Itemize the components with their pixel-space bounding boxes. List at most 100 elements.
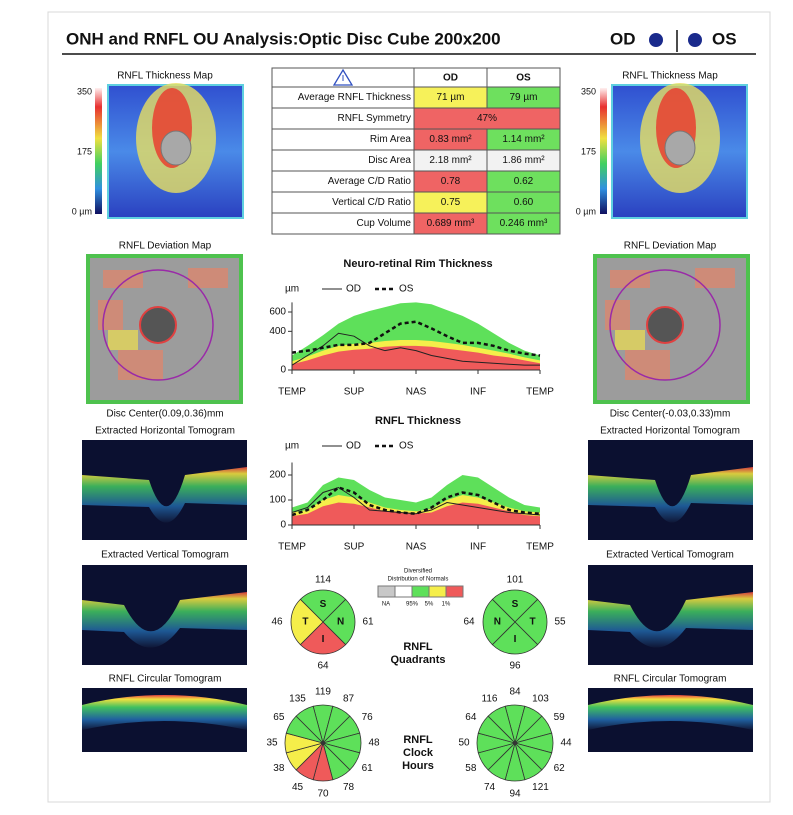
legend-label: 95% [406, 602, 419, 608]
cell-value: 1.14 mm² [502, 134, 545, 145]
scale-label: 0 µm [576, 206, 596, 216]
x-tick-label: NAS [406, 542, 427, 553]
scale-label: 350 [77, 86, 92, 96]
clock-value: 135 [289, 693, 306, 704]
cell-value: 0.60 [514, 197, 534, 208]
clock-center [321, 741, 325, 745]
y-tick-label: 400 [269, 326, 286, 337]
clock-value: 76 [362, 712, 374, 723]
quadrant-letter: N [494, 617, 501, 628]
disc-center: Disc Center(-0.03,0.33)mm [610, 409, 731, 420]
clock-value: 116 [482, 693, 498, 704]
quadrant-letter: T [530, 617, 536, 628]
clock-value: 59 [554, 712, 566, 723]
report: ONH and RNFL OU Analysis:Optic Disc Cube… [0, 0, 793, 815]
clock-value: 50 [458, 738, 470, 749]
clock-title: Clock [403, 747, 434, 759]
x-tick-label: SUP [344, 542, 365, 553]
deviation-patch [605, 300, 630, 330]
clock-value: 44 [560, 738, 572, 749]
x-tick-label: INF [470, 542, 486, 553]
row-label: RNFL Symmetry [337, 113, 411, 124]
clock-value: 38 [273, 763, 285, 774]
cell-value: 71 µm [437, 92, 465, 103]
legend-box [429, 586, 446, 597]
row-label: Rim Area [370, 134, 412, 145]
clock-value: 45 [292, 782, 304, 793]
scale-label: 350 [581, 86, 596, 96]
cell-value: 2.18 mm² [429, 155, 472, 166]
clock-value: 61 [362, 763, 374, 774]
legend-label: OD [346, 284, 361, 295]
tomogram-title: Extracted Vertical Tomogram [606, 550, 734, 561]
legend-title: Diversified [404, 569, 432, 575]
quadrant-value: 46 [271, 617, 283, 628]
clock-value: 78 [343, 782, 355, 793]
quadrant-letter: T [302, 617, 308, 628]
deviation-patch [188, 268, 228, 288]
clock-value: 58 [465, 763, 477, 774]
cell-value: 0.689 mm³ [427, 218, 475, 229]
legend-label: 5% [425, 602, 434, 608]
clock-value: 70 [317, 789, 329, 800]
map-title: RNFL Thickness Map [117, 71, 213, 82]
quadrant-title: RNFL [403, 641, 433, 653]
x-tick-label: SUP [344, 387, 365, 398]
chart-title: RNFL Thickness [375, 415, 461, 427]
clock-value: 87 [343, 693, 355, 704]
x-tick-label: TEMP [278, 542, 306, 553]
deviation-patch [118, 350, 163, 380]
clock-value: 74 [484, 782, 496, 793]
color-scale [600, 88, 607, 214]
quadrant-value: 55 [554, 617, 566, 628]
quadrant-letter: I [514, 634, 517, 645]
tomogram-title: RNFL Circular Tomogram [614, 674, 727, 685]
map-title: RNFL Deviation Map [624, 241, 717, 252]
axis-unit: µm [285, 441, 299, 452]
quadrant-letter: I [322, 634, 325, 645]
clock-value: 119 [315, 687, 331, 698]
cell-value: 0.78 [441, 176, 461, 187]
quadrant-value: 64 [317, 661, 329, 672]
deviation-patch [98, 300, 123, 330]
legend-box [378, 586, 395, 597]
disc-outline [647, 307, 683, 343]
scale-label: 175 [581, 146, 596, 156]
quadrant-value: 61 [362, 617, 374, 628]
clock-title: Hours [402, 760, 434, 772]
od-dot [649, 33, 663, 47]
clock-value: 48 [368, 738, 380, 749]
legend-box [412, 586, 429, 597]
cell-value: 47% [477, 113, 497, 124]
page: {"header": {"title": "ONH and RNFL OU An… [0, 0, 793, 815]
legend-label: 1% [442, 602, 451, 608]
x-tick-label: TEMP [278, 387, 306, 398]
y-tick-label: 0 [280, 365, 286, 376]
od-label: OD [610, 29, 636, 48]
row-label: Average C/D Ratio [328, 176, 412, 187]
clock-center [513, 741, 517, 745]
tomogram-title: Extracted Vertical Tomogram [101, 550, 229, 561]
deviation-patch [108, 330, 138, 350]
clock-value: 64 [465, 712, 477, 723]
clock-value: 62 [554, 763, 566, 774]
clock-value: 94 [509, 789, 521, 800]
chart-title: Neuro-retinal Rim Thickness [343, 258, 492, 270]
legend-label: OS [399, 441, 414, 452]
os-dot [688, 33, 702, 47]
clock-value: 65 [273, 712, 285, 723]
clock-value: 103 [532, 693, 549, 704]
scale-label: 0 µm [72, 206, 92, 216]
cell-value: 1.86 mm² [502, 155, 545, 166]
map-disc [161, 131, 191, 165]
map-disc [665, 131, 695, 165]
map-title: RNFL Deviation Map [119, 241, 212, 252]
scale-label: 175 [77, 146, 92, 156]
quadrant-value: 96 [509, 661, 521, 672]
clock-value: 84 [509, 687, 521, 698]
x-tick-label: TEMP [526, 387, 554, 398]
os-label: OS [712, 29, 737, 48]
legend-box [395, 586, 412, 597]
clock-title: RNFL [403, 734, 433, 746]
quadrant-letter: N [337, 617, 344, 628]
